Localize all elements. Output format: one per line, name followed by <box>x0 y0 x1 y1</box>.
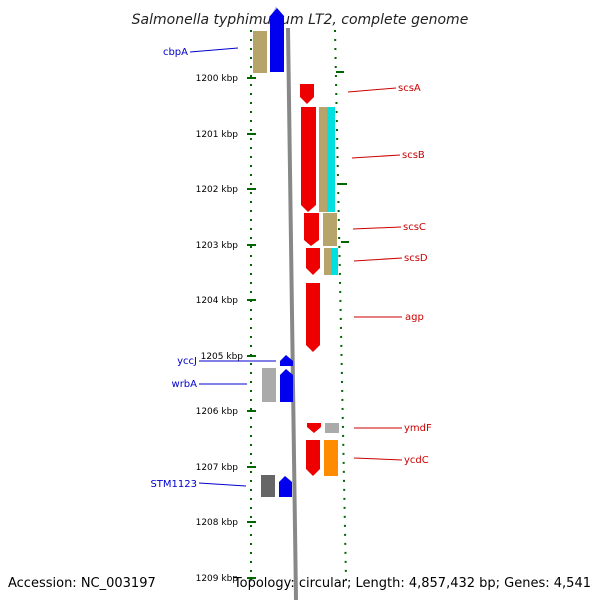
ymdF-grey-feature <box>325 423 339 433</box>
kbp-label: 1208 kbp <box>196 518 239 528</box>
kbp-label: 1200 kbp <box>196 74 239 84</box>
kbp-label: 1201 kbp <box>196 130 239 140</box>
right-gene-labels: scsA scsB scsC scsD agp ymdF ycdC <box>398 83 432 466</box>
scsB-cyan-feature <box>327 107 335 212</box>
kbp-label: 1202 kbp <box>196 185 239 195</box>
left-gene-labels: cbpA yccJ wrbA STM1123 <box>150 47 197 490</box>
wrbA-arrow <box>280 369 293 402</box>
gene-label-cbpA: cbpA <box>163 47 188 58</box>
scsC-arrow <box>304 213 319 246</box>
scsD-arrow <box>306 248 320 275</box>
map-title: Salmonella typhimurium LT2, complete gen… <box>132 12 469 28</box>
scsD-olive-feature <box>324 248 331 275</box>
scsC-olive-feature <box>323 213 337 246</box>
kbp-label: 1207 kbp <box>196 463 239 473</box>
ycdC-orange-feature <box>324 440 338 476</box>
topology-text: Topology: circular; Length: 4,857,432 bp… <box>233 576 591 591</box>
gene-label-scsB: scsB <box>402 150 425 161</box>
forward-features <box>253 6 293 497</box>
accession-text: Accession: NC_003197 <box>8 576 156 591</box>
left-label-lines <box>189 47 276 487</box>
gene-label-ymdF: ymdF <box>404 423 432 434</box>
ruler-lines <box>250 29 347 581</box>
genome-backbone <box>286 27 298 600</box>
kbp-labels: 1200 kbp 1201 kbp 1202 kbp 1203 kbp 1204… <box>196 74 244 584</box>
kbp-label: 1206 kbp <box>196 407 239 417</box>
scsA-arrow <box>300 84 314 104</box>
STM1123-grey-feature <box>261 475 275 497</box>
gene-label-yccJ: yccJ <box>177 356 197 367</box>
gene-label-ycdC: ycdC <box>404 455 429 466</box>
yccJ-arrow <box>280 355 293 366</box>
wrbA-grey-feature <box>262 368 276 402</box>
gene-label-wrbA: wrbA <box>172 379 198 390</box>
kbp-label: 1205 kbp <box>201 352 244 362</box>
cbpA-olive-feature <box>253 31 267 73</box>
scsB-olive-feature <box>319 107 327 212</box>
agp-arrow <box>306 283 320 352</box>
kbp-ticks <box>247 71 349 579</box>
scsD-cyan-feature <box>331 248 338 275</box>
kbp-label: 1203 kbp <box>196 241 239 251</box>
ycdC-arrow <box>306 440 320 476</box>
kbp-label: 1209 kbp <box>196 574 239 584</box>
gene-label-agp: agp <box>405 312 424 323</box>
reverse-features <box>300 84 339 476</box>
gene-label-scsC: scsC <box>403 222 426 233</box>
scsB-arrow <box>301 107 316 212</box>
STM1123-arrow <box>279 476 292 497</box>
gene-label-scsD: scsD <box>404 253 428 264</box>
cbpA-arrow <box>270 8 284 72</box>
gene-label-STM1123: STM1123 <box>150 479 197 490</box>
ymdF-arrow <box>307 423 321 433</box>
right-label-lines <box>347 87 403 461</box>
gene-label-scsA: scsA <box>398 83 421 94</box>
kbp-label: 1204 kbp <box>196 296 239 306</box>
